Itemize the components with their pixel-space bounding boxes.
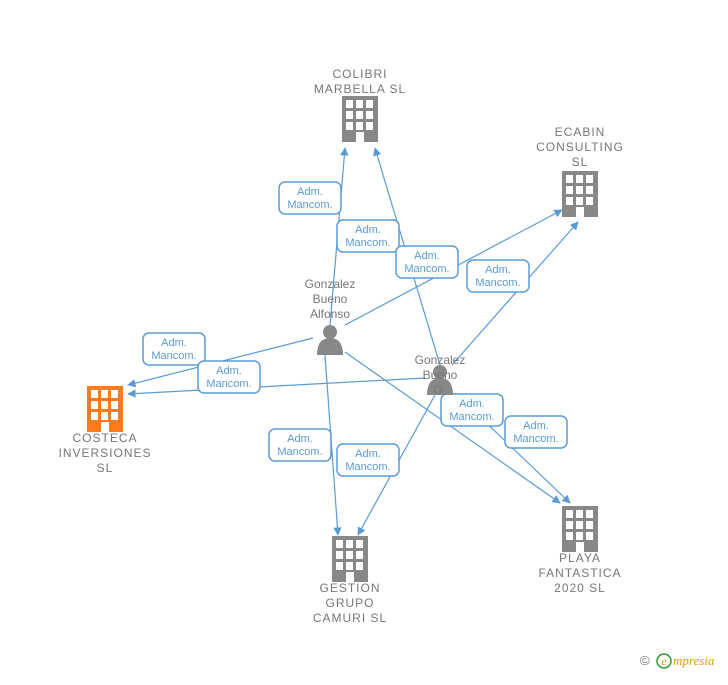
svg-text:Mancom.: Mancom. — [277, 446, 322, 458]
svg-text:Adm.: Adm. — [297, 186, 323, 198]
svg-text:COSTECA: COSTECA — [72, 431, 137, 445]
watermark-empresia: © e mpresia — [640, 653, 715, 668]
edge-label-p2-costeca: Adm.Mancom. — [198, 361, 260, 393]
svg-text:Mancom.: Mancom. — [345, 237, 390, 249]
svg-text:GESTION: GESTION — [319, 581, 380, 595]
edge-label-p1-gestion: Adm.Mancom. — [269, 429, 331, 461]
svg-text:Adm.: Adm. — [355, 224, 381, 236]
copyright-symbol: © — [640, 653, 650, 668]
building-icon-gestion — [332, 536, 368, 582]
svg-text:FANTASTICA: FANTASTICA — [538, 566, 621, 580]
svg-text:Mancom.: Mancom. — [206, 378, 251, 390]
svg-text:Mancom.: Mancom. — [404, 263, 449, 275]
svg-text:PLAYA: PLAYA — [559, 551, 601, 565]
building-icon-ecabin — [562, 171, 598, 217]
svg-text:SL: SL — [572, 155, 589, 169]
edge-label-p1-colibri: Adm.Mancom. — [279, 182, 341, 214]
svg-text:GRUPO: GRUPO — [325, 596, 374, 610]
svg-text:Bueno: Bueno — [313, 292, 348, 306]
svg-text:Adm.: Adm. — [355, 448, 381, 460]
svg-text:Alfonso: Alfonso — [310, 307, 350, 321]
svg-text:Adm.: Adm. — [287, 433, 313, 445]
svg-text:Adm.: Adm. — [523, 420, 549, 432]
svg-text:INVERSIONES: INVERSIONES — [58, 446, 151, 460]
building-icon-colibri — [342, 96, 378, 142]
building-icon-playa — [562, 506, 598, 552]
svg-text:Mancom.: Mancom. — [345, 461, 390, 473]
building-icon-costeca — [87, 386, 123, 432]
svg-text:Gonzalez: Gonzalez — [305, 277, 356, 291]
person-icon-p1 — [317, 325, 343, 355]
network-diagram: Adm.Mancom.Adm.Mancom.Adm.Mancom.Adm.Man… — [0, 0, 728, 685]
svg-text:Bueno: Bueno — [423, 368, 458, 382]
svg-text:Mancom.: Mancom. — [287, 199, 332, 211]
svg-text:Mancom.: Mancom. — [475, 277, 520, 289]
edge-label-p2-gestion: Adm.Mancom. — [337, 444, 399, 476]
svg-text:Adm.: Adm. — [161, 337, 187, 349]
brand-initial: e — [661, 654, 667, 668]
edge-label-p2-ecabin: Adm.Mancom. — [467, 260, 529, 292]
svg-text:O.: O. — [434, 383, 447, 397]
edge-label-p2-playa: Adm.Mancom. — [505, 416, 567, 448]
edge-label-p1-playa: Adm.Mancom. — [441, 394, 503, 426]
node-label-p2: GonzalezBuenoO. — [415, 353, 466, 397]
node-label-gestion: GESTIONGRUPOCAMURI SL — [313, 581, 387, 625]
svg-text:CONSULTING: CONSULTING — [536, 140, 624, 154]
edge-p2-costeca — [128, 378, 425, 394]
svg-text:SL: SL — [97, 461, 114, 475]
brand-name-rest: mpresia — [673, 653, 715, 668]
node-label-playa: PLAYAFANTASTICA2020 SL — [538, 551, 621, 595]
svg-text:CAMURI SL: CAMURI SL — [313, 611, 387, 625]
edge-p2-ecabin — [452, 222, 578, 365]
node-label-ecabin: ECABINCONSULTINGSL — [536, 125, 624, 169]
svg-text:Mancom.: Mancom. — [151, 350, 196, 362]
svg-text:2020 SL: 2020 SL — [554, 581, 606, 595]
svg-text:COLIBRI: COLIBRI — [332, 67, 387, 81]
edge-label-p2-colibri: Adm.Mancom. — [337, 220, 399, 252]
svg-text:Mancom.: Mancom. — [449, 411, 494, 423]
node-label-p1: GonzalezBuenoAlfonso — [305, 277, 356, 321]
svg-text:Mancom.: Mancom. — [513, 433, 558, 445]
svg-text:Adm.: Adm. — [459, 398, 485, 410]
svg-text:Gonzalez: Gonzalez — [415, 353, 466, 367]
node-label-colibri: COLIBRIMARBELLA SL — [314, 67, 406, 96]
edge-label-p1-ecabin: Adm.Mancom. — [396, 246, 458, 278]
svg-text:Adm.: Adm. — [414, 250, 440, 262]
edge-label-p1-costeca: Adm.Mancom. — [143, 333, 205, 365]
svg-text:Adm.: Adm. — [485, 264, 511, 276]
node-label-costeca: COSTECAINVERSIONESSL — [58, 431, 151, 475]
svg-text:MARBELLA SL: MARBELLA SL — [314, 82, 406, 96]
svg-text:ECABIN: ECABIN — [555, 125, 606, 139]
svg-text:Adm.: Adm. — [216, 365, 242, 377]
